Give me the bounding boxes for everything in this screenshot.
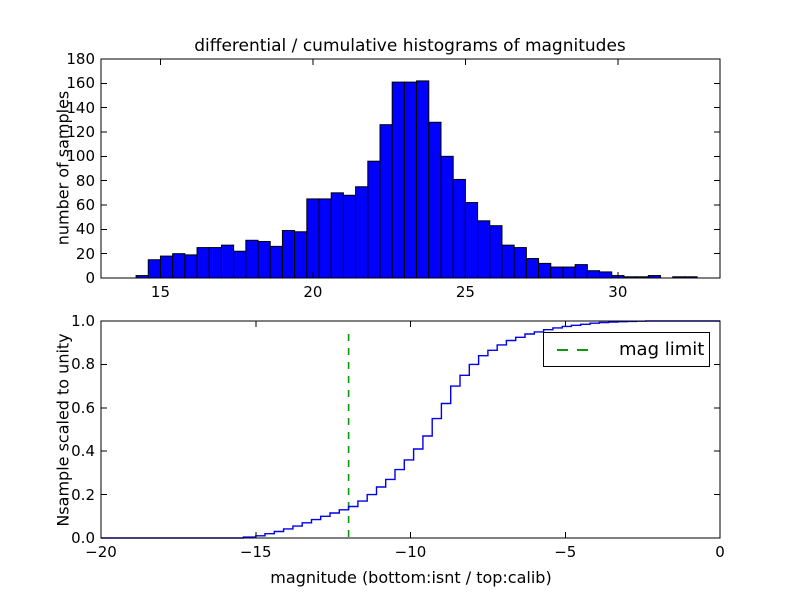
histogram-bar (391, 81, 405, 279)
top-x-tick-label: 20 (303, 283, 323, 301)
histogram-bar (208, 247, 222, 279)
histogram-bar (489, 225, 503, 279)
bottom-x-tick-label: −5 (554, 543, 577, 561)
top-y-tick-label: 0 (85, 269, 95, 287)
histogram-bar (440, 155, 454, 279)
histogram-bar (172, 253, 186, 279)
histogram-bar (550, 266, 564, 279)
bottom-y-tick-label: 0.0 (71, 529, 95, 547)
bottom-x-tick-label: −20 (85, 543, 117, 561)
histogram-bar (513, 247, 527, 279)
x-axis-label: magnitude (bottom:isnt / top:calib) (270, 568, 552, 587)
histogram-bar (586, 270, 601, 279)
top-x-tick-label: 30 (608, 283, 628, 301)
bottom-y-tick-label: 0.2 (71, 485, 95, 504)
top-x-tick-label: 15 (150, 283, 170, 301)
legend: mag limit (543, 332, 710, 367)
top-y-tick-label: 180 (66, 50, 95, 68)
top-y-tick-label: 80 (75, 171, 95, 190)
bottom-x-tick-label: −15 (239, 543, 272, 561)
cumulative-curve (101, 320, 720, 539)
histogram-bar (525, 258, 540, 279)
histogram-bar (501, 244, 515, 279)
figure-title: differential / cumulative histograms of … (194, 36, 626, 56)
legend-dash-sample-icon (557, 348, 597, 351)
histogram-bar (416, 80, 430, 279)
histogram-bar (403, 81, 418, 279)
top-y-tick-label: 40 (75, 220, 95, 239)
top-y-tick-label: 60 (75, 196, 95, 214)
bottom-x-tick-label: −10 (394, 543, 427, 561)
top-x-tick-label: 25 (455, 283, 475, 301)
histogram-bar (196, 247, 210, 279)
histogram-bar (367, 160, 381, 279)
histogram-bar (318, 198, 332, 279)
top-y-tick-label: 140 (66, 98, 95, 117)
histogram-bar (562, 266, 576, 279)
histogram-bar (294, 231, 308, 279)
bottom-y-tick-label: 1.0 (71, 312, 95, 330)
histogram-bar (355, 186, 369, 279)
histogram-bar (452, 178, 466, 279)
histogram-bar (574, 264, 588, 279)
histogram-bar (306, 198, 320, 279)
histogram-bar (599, 271, 613, 279)
histogram-bar (269, 245, 283, 279)
bottom-x-tick-label: 0 (715, 543, 725, 561)
histogram-bar (428, 121, 442, 279)
top-y-tick-label: 100 (66, 147, 95, 166)
top-y-tick-label: 160 (66, 74, 95, 93)
histogram-bar (464, 202, 479, 279)
bottom-y-tick-label: 0.4 (71, 442, 95, 461)
top-axes-frame (100, 58, 721, 279)
histogram-bar (342, 194, 357, 279)
histogram-bar (477, 220, 491, 279)
histogram-bar (184, 254, 198, 279)
histogram-bar (257, 241, 271, 279)
legend-label: mag limit (619, 339, 705, 360)
histogram-bar (233, 250, 247, 279)
histogram-bar (281, 230, 296, 279)
bottom-y-tick-label: 0.8 (71, 355, 95, 374)
histogram-bar (147, 259, 161, 279)
histogram-bar (245, 239, 259, 279)
top-y-tick-label: 120 (66, 123, 95, 141)
top-y-tick-label: 20 (75, 244, 95, 263)
histogram-bar (330, 192, 344, 279)
histogram-bar (538, 262, 552, 279)
histogram-bar (220, 244, 235, 279)
histogram-bar (159, 255, 174, 279)
bottom-y-tick-label: 0.6 (71, 398, 95, 417)
histogram-bar (379, 124, 393, 279)
